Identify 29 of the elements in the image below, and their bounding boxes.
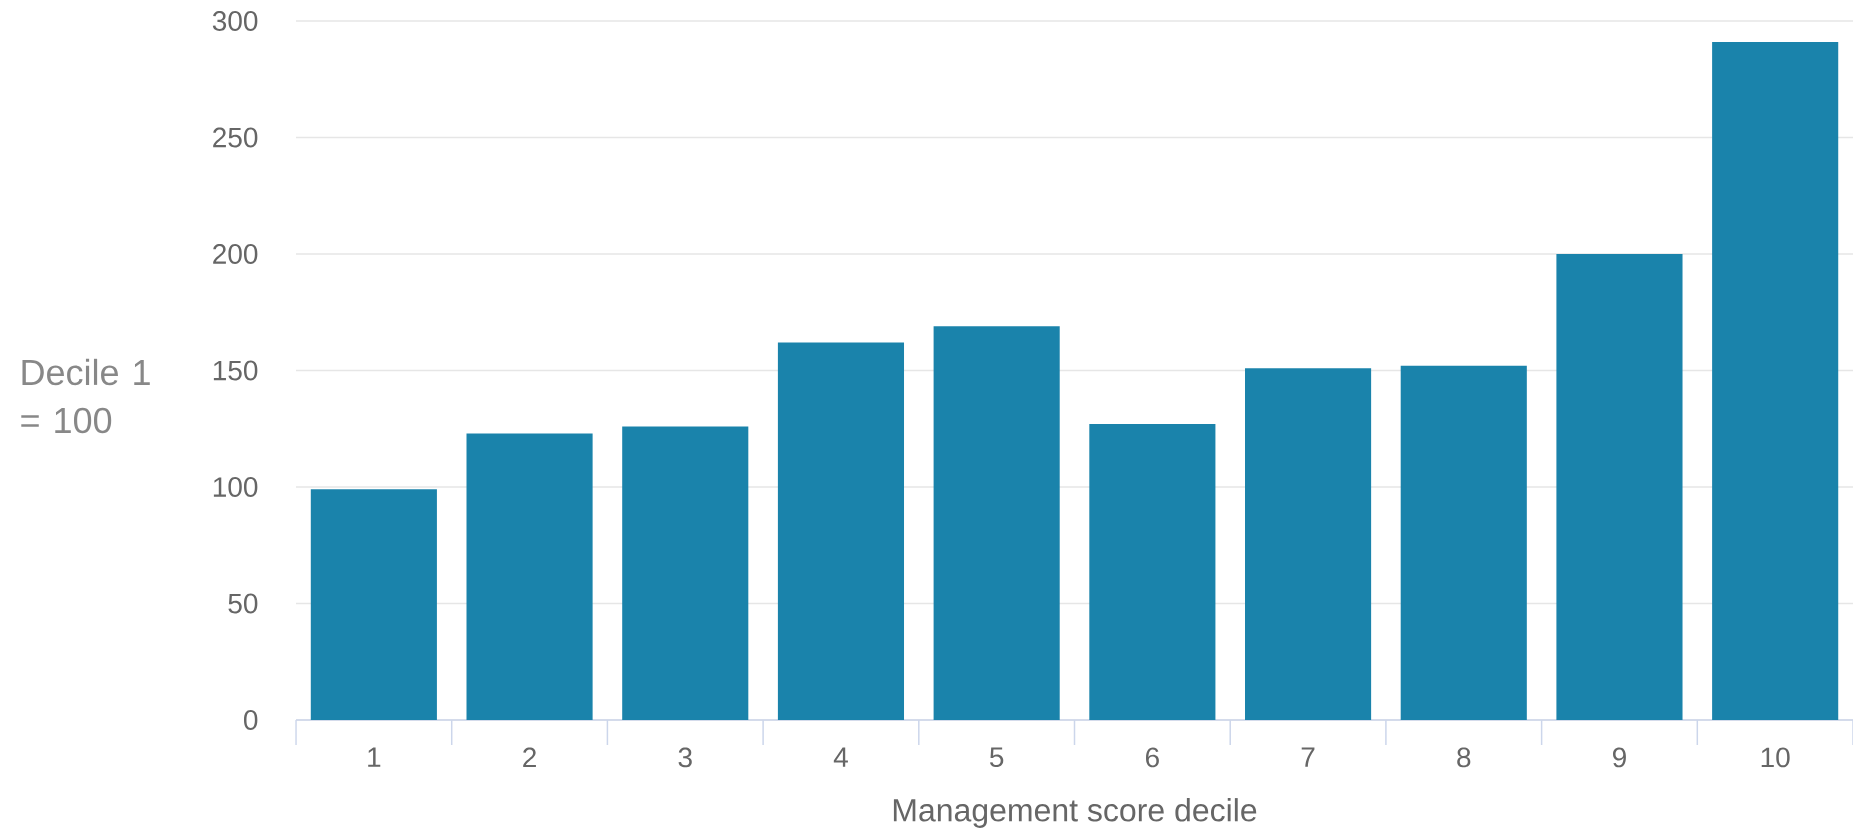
x-tick-label: 3 [678,747,692,768]
bar [310,489,437,720]
bar [1245,368,1372,720]
bar [933,326,1060,720]
x-tick-label: 4 [833,747,848,767]
x-tick-label: 1 [368,747,381,767]
y-tick-label: 250 [213,127,258,148]
x-tick-label: 7 [1301,747,1315,767]
x-tick-label: 10 [1761,747,1790,768]
y-tick-label: 50 [228,593,258,614]
x-axis-title: Management score decile [893,798,1257,828]
y-tick-label: 300 [212,11,258,31]
x-tick-label: 2 [523,747,536,768]
x-tick-label: 6 [1146,747,1159,768]
bar [466,433,593,720]
y-tick-label: 200 [213,244,258,264]
bar [622,426,749,720]
y-tick-label: 150 [213,360,258,381]
x-tick-label: 9 [1613,747,1626,768]
bar [777,342,905,720]
bar [1089,424,1216,720]
bar [1556,254,1683,720]
x-tick-label: 8 [1457,747,1471,768]
y-tick-label: 0 [243,710,258,730]
y-axis-title: Decile 1 = 100 [21,358,150,434]
bar [1400,365,1527,720]
bar [1712,41,1839,720]
x-tick-label: 5 [989,747,1004,768]
y-tick-label: 100 [213,477,258,497]
